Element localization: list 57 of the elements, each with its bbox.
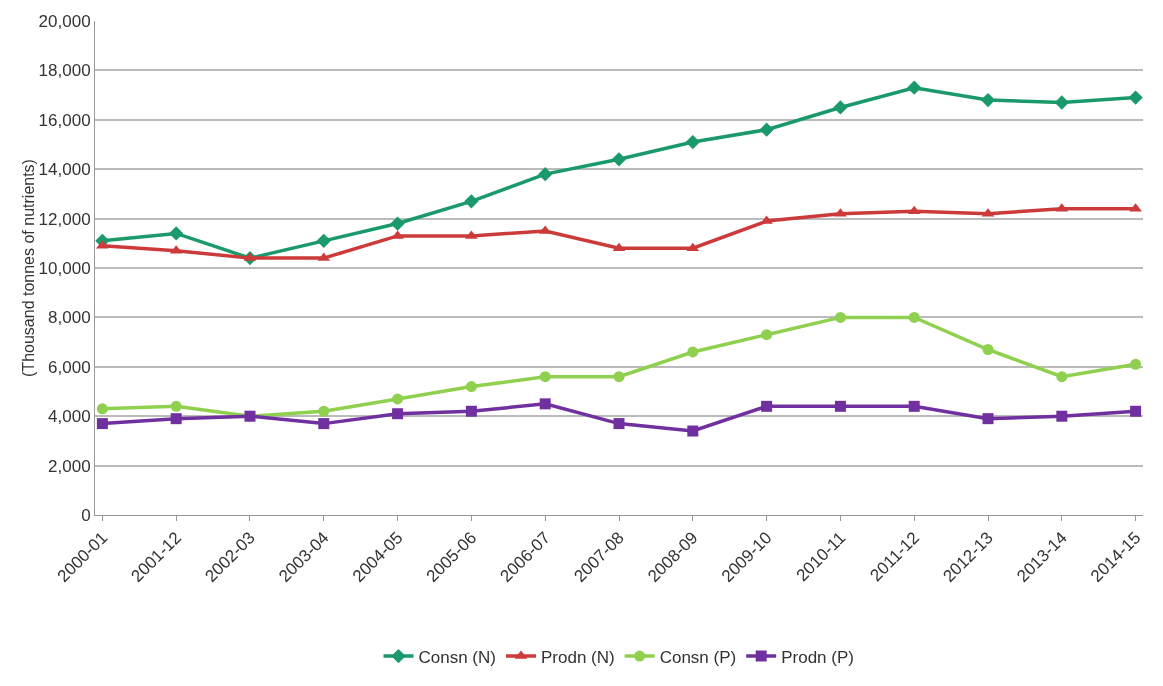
point [908,400,920,412]
point [169,226,184,241]
point [1054,95,1069,110]
point [392,393,404,405]
point [687,346,699,358]
point [1056,410,1068,422]
y-tick-label: 14,000 [38,160,91,180]
legend-label: Prodn (P) [781,647,854,667]
point [539,398,551,410]
y-tick-label: 0 [81,505,91,525]
point [613,418,625,430]
point [96,403,108,415]
point [1130,358,1142,370]
point [392,408,404,420]
point [170,400,182,412]
y-tick-label: 10,000 [38,258,91,278]
y-tick-label: 6,000 [48,357,91,377]
point [611,152,627,167]
point [613,371,625,383]
point [834,311,846,323]
point [539,371,551,383]
legend-label: Prodn (N) [540,647,615,667]
y-tick-label: 8,000 [48,308,91,328]
y-tick-label: 16,000 [38,110,91,130]
point [761,400,773,412]
y-axis-title: (Thousand tonnes of nutrients) [19,159,37,377]
point [687,425,699,437]
legend-label: Consn (N) [418,647,496,667]
point [982,413,994,425]
point [1128,90,1143,105]
point [759,122,774,137]
point [833,100,848,115]
point [464,194,479,209]
y-tick-label: 12,000 [38,209,91,229]
y-tick-label: 18,000 [38,61,91,81]
legend-label: Consn (P) [659,647,737,667]
point [316,233,331,248]
point [318,418,330,430]
y-tick-label: 2,000 [48,456,91,476]
point [685,134,700,150]
point [1130,405,1142,417]
point [1056,371,1068,383]
point [908,311,920,323]
point [980,92,996,108]
point [761,329,773,341]
point [982,344,994,356]
point [465,405,477,417]
point [834,400,846,412]
point [538,166,553,182]
point [390,216,405,231]
y-tick-label: 4,000 [48,407,91,427]
y-tick-label: 20,000 [38,11,91,31]
point [465,381,477,393]
point [170,413,182,425]
point [907,80,922,95]
point [318,405,330,417]
point [96,418,108,430]
